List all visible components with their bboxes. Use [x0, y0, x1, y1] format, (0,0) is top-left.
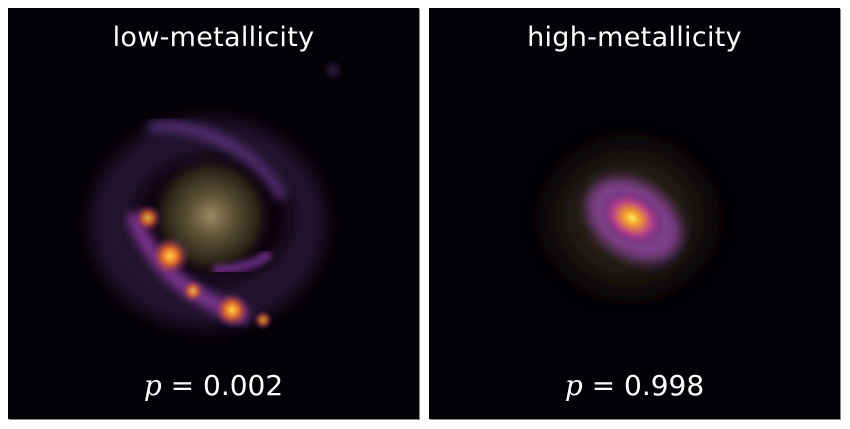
galaxy-panel-high: high-metallicity p = 0.998 — [429, 8, 840, 419]
galaxy-panel-low: low-metallicity p = 0.002 — [8, 8, 419, 419]
spiral-arm-inner — [212, 249, 274, 275]
panel-title: low-metallicity — [112, 22, 315, 53]
star-forming-knot — [253, 310, 273, 330]
probability-label: p = 0.998 — [429, 369, 840, 402]
p-symbol: p — [143, 369, 162, 402]
panel-title: high-metallicity — [527, 22, 742, 53]
star-forming-knot — [214, 292, 250, 328]
p-value: = 0.002 — [170, 369, 284, 402]
star-forming-knot — [134, 204, 162, 232]
p-symbol: p — [564, 369, 583, 402]
galaxy-core — [599, 189, 665, 247]
star-forming-knot — [150, 236, 190, 276]
spiral-arm-upper — [146, 120, 289, 201]
probability-label: p = 0.002 — [8, 369, 419, 402]
background-source — [326, 63, 340, 77]
galaxy-image-high — [519, 118, 739, 318]
star-forming-knot — [181, 279, 205, 303]
galaxy-image-low — [90, 63, 340, 330]
p-value: = 0.998 — [591, 369, 705, 402]
